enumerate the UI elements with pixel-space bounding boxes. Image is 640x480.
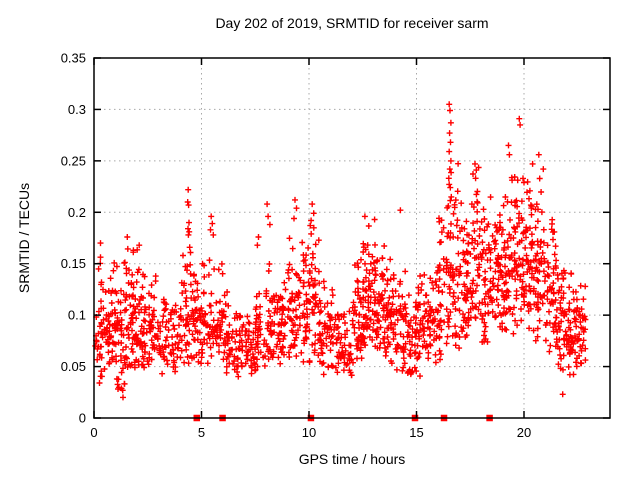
y-tick-label: 0.15: [61, 256, 86, 271]
x-tick-label: 5: [198, 425, 205, 440]
y-tick-label: 0.2: [68, 205, 86, 220]
x-tick-label: 0: [90, 425, 97, 440]
y-tick-label: 0.35: [61, 51, 86, 66]
chart-title: Day 202 of 2019, SRMTID for receiver sar…: [215, 15, 489, 31]
x-tick-label: 15: [409, 425, 423, 440]
grid-layer: [94, 58, 610, 418]
x-tick-label: 20: [517, 425, 531, 440]
y-tick-label: 0.3: [68, 102, 86, 117]
y-tick-label: 0.05: [61, 359, 86, 374]
y-tick-label: 0.1: [68, 308, 86, 323]
y-tick-label: 0.25: [61, 153, 86, 168]
y-tick-label: 0: [79, 411, 86, 426]
x-axis-title: GPS time / hours: [298, 451, 406, 467]
x-tick-label: 10: [302, 425, 316, 440]
plot-border: [93, 57, 611, 419]
scatter-points: [92, 101, 589, 401]
axes-layer: [93, 57, 611, 419]
tick-labels: 0 5 10 15 20 0 0.05 0.1 0.15 0.2 0.25 0.3 0.35: [61, 51, 532, 441]
